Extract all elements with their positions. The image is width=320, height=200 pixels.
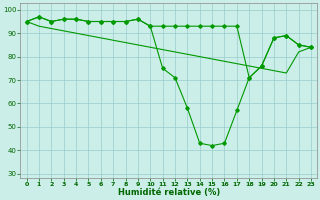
X-axis label: Humidité relative (%): Humidité relative (%)	[118, 188, 220, 197]
